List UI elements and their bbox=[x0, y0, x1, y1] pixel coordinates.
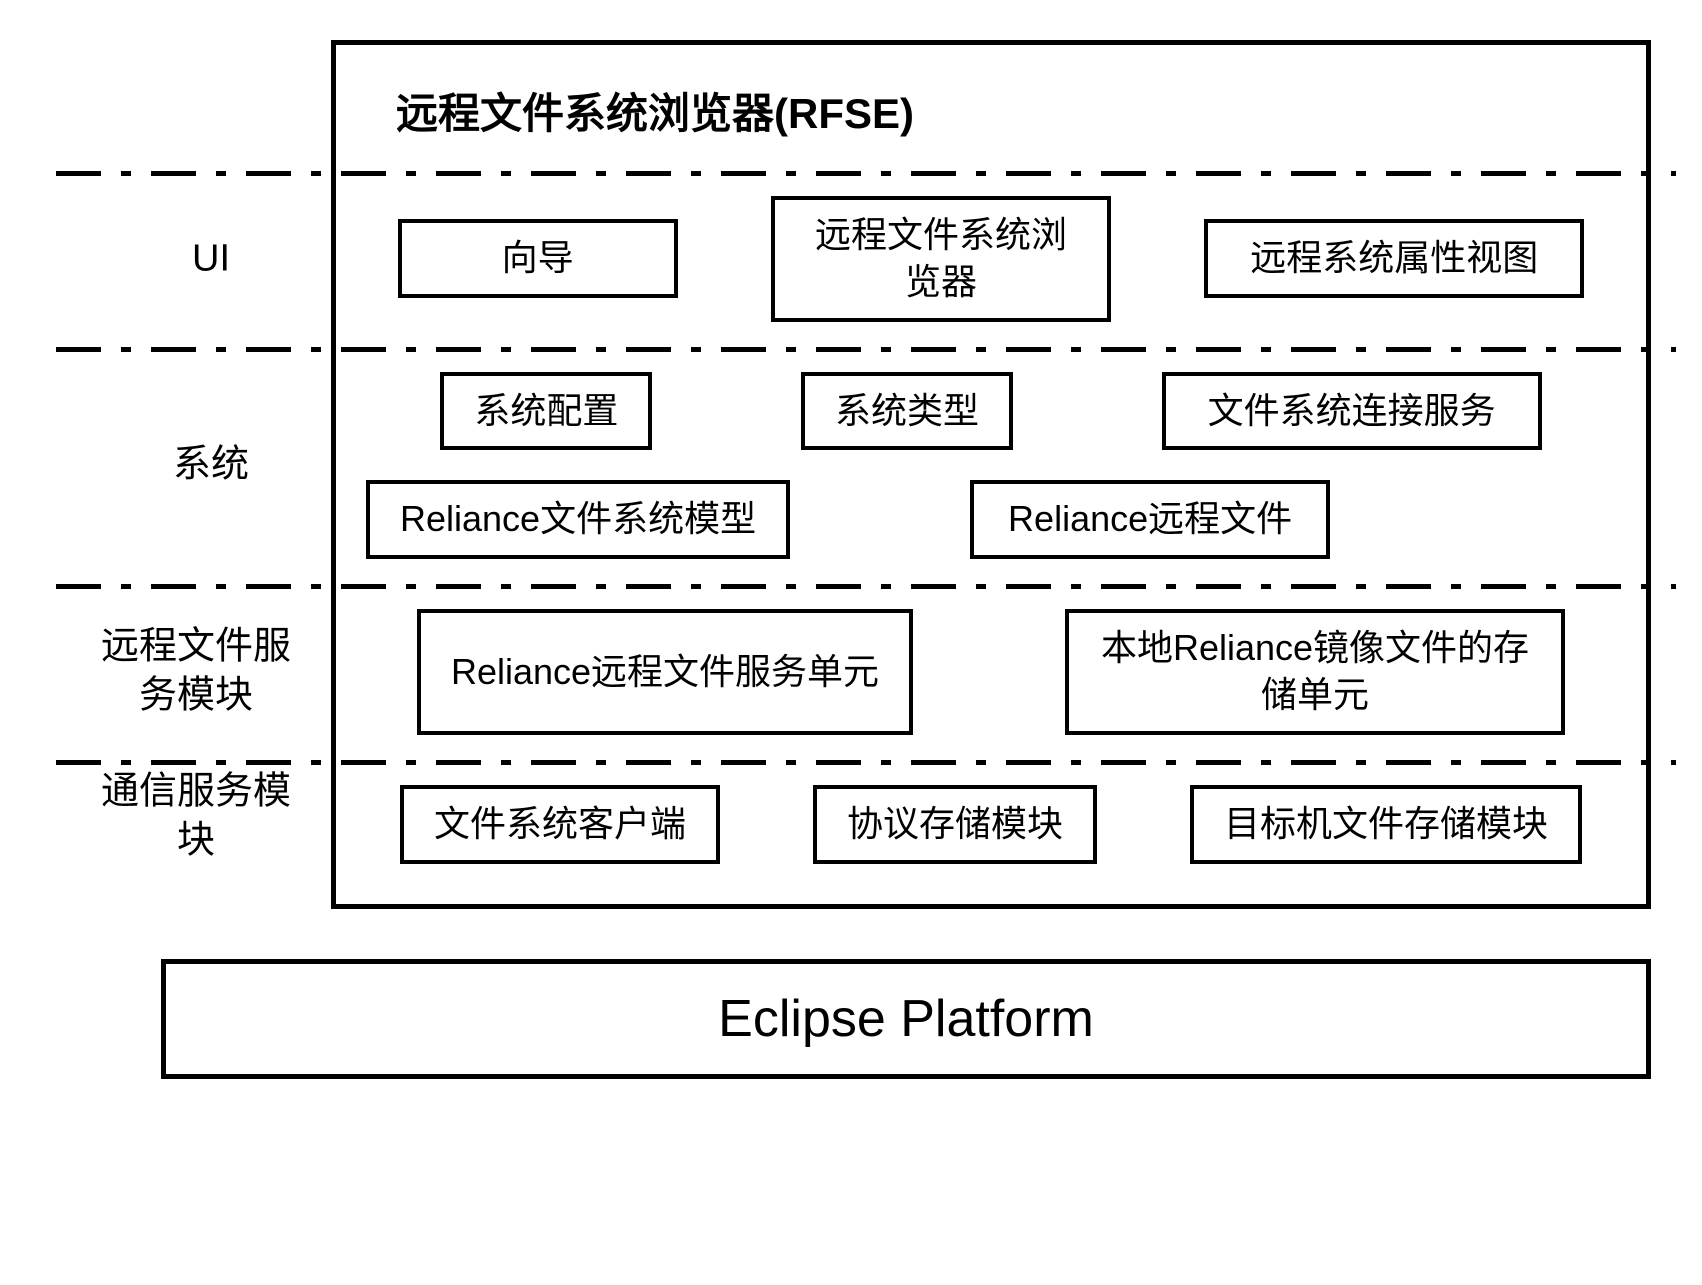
reliance-fs-model-box: Reliance文件系统模型 bbox=[366, 480, 790, 559]
remote-file-service-layer: 远程文件服务模块 Reliance远程文件服务单元 本地Reliance镜像文件… bbox=[366, 584, 1616, 760]
sys-type-box: 系统类型 bbox=[801, 372, 1013, 451]
ui-layer: UI 向导 远程文件系统浏览器 远程系统属性视图 bbox=[366, 171, 1616, 347]
protocol-storage-box: 协议存储模块 bbox=[813, 785, 1097, 864]
system-layer-label: 系统 bbox=[86, 441, 336, 490]
local-reliance-storage-box: 本地Reliance镜像文件的存储单元 bbox=[1065, 609, 1565, 735]
remote-row: Reliance远程文件服务单元 本地Reliance镜像文件的存储单元 bbox=[366, 609, 1616, 735]
wizard-box: 向导 bbox=[398, 219, 678, 298]
sys-config-box: 系统配置 bbox=[440, 372, 652, 451]
reliance-remote-file-box: Reliance远程文件 bbox=[970, 480, 1330, 559]
comm-service-label: 通信服务模块 bbox=[86, 767, 306, 866]
comm-row: 文件系统客户端 协议存储模块 目标机文件存储模块 bbox=[366, 785, 1616, 864]
fs-client-box: 文件系统客户端 bbox=[400, 785, 720, 864]
reliance-remote-svc-box: Reliance远程文件服务单元 bbox=[417, 609, 913, 735]
system-row-1: 系统配置 系统类型 文件系统连接服务 bbox=[366, 372, 1616, 451]
ui-row: 向导 远程文件系统浏览器 远程系统属性视图 bbox=[366, 196, 1616, 322]
eclipse-platform-box: Eclipse Platform bbox=[161, 959, 1651, 1079]
remote-props-box: 远程系统属性视图 bbox=[1204, 219, 1584, 298]
remote-file-service-label: 远程文件服务模块 bbox=[86, 623, 306, 722]
divider-line bbox=[56, 584, 1676, 589]
rfse-main-container: 远程文件系统浏览器(RFSE) UI 向导 远程文件系统浏览器 远程系统属性视图… bbox=[331, 40, 1651, 909]
rfse-browser-box: 远程文件系统浏览器 bbox=[771, 196, 1111, 322]
divider-line bbox=[56, 347, 1676, 352]
divider-line bbox=[56, 760, 1676, 765]
system-layer: 系统 系统配置 系统类型 文件系统连接服务 Reliance文件系统模型 Rel… bbox=[366, 347, 1616, 585]
comm-service-layer: 通信服务模块 文件系统客户端 协议存储模块 目标机文件存储模块 bbox=[366, 760, 1616, 874]
system-row-2: Reliance文件系统模型 Reliance远程文件 bbox=[366, 480, 1616, 559]
architecture-diagram: 远程文件系统浏览器(RFSE) UI 向导 远程文件系统浏览器 远程系统属性视图… bbox=[51, 40, 1651, 1079]
fs-conn-service-box: 文件系统连接服务 bbox=[1162, 372, 1542, 451]
target-file-storage-box: 目标机文件存储模块 bbox=[1190, 785, 1582, 864]
divider-line bbox=[56, 171, 1676, 176]
diagram-title: 远程文件系统浏览器(RFSE) bbox=[366, 70, 1616, 171]
ui-layer-label: UI bbox=[86, 234, 336, 283]
